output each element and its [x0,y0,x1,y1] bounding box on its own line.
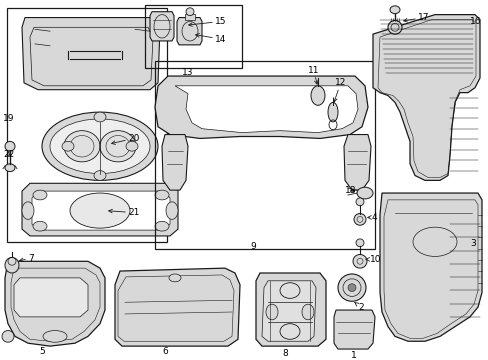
Text: 9: 9 [249,242,255,251]
Ellipse shape [94,171,106,180]
Ellipse shape [165,202,178,219]
Polygon shape [14,278,88,317]
Ellipse shape [43,330,67,342]
Polygon shape [379,193,481,341]
Polygon shape [162,135,187,190]
Ellipse shape [155,221,169,231]
Text: 2: 2 [354,302,363,312]
Polygon shape [262,281,315,341]
Ellipse shape [94,112,106,122]
Polygon shape [177,18,202,45]
Text: 10: 10 [365,255,381,264]
Polygon shape [5,261,105,346]
Text: 4: 4 [367,213,377,222]
Ellipse shape [64,131,100,162]
Ellipse shape [126,141,138,151]
Text: 17: 17 [403,13,428,22]
Text: 14: 14 [195,33,226,44]
Ellipse shape [352,255,366,268]
Polygon shape [256,273,325,346]
Ellipse shape [70,193,130,228]
Ellipse shape [33,190,47,200]
Text: 20: 20 [111,134,139,144]
Text: 15: 15 [188,17,226,26]
Text: 11: 11 [307,66,319,84]
Text: 19: 19 [3,114,15,123]
Polygon shape [22,183,178,236]
Text: 22: 22 [3,149,14,158]
Ellipse shape [62,141,74,151]
Ellipse shape [337,274,365,301]
Text: 1: 1 [350,351,356,360]
Ellipse shape [42,112,158,180]
Ellipse shape [100,131,136,162]
Ellipse shape [353,213,365,225]
Polygon shape [32,191,170,230]
Text: 13: 13 [182,68,193,77]
Text: 6: 6 [162,347,167,356]
Ellipse shape [5,257,19,273]
Text: 3: 3 [469,239,475,248]
Polygon shape [22,18,160,90]
Ellipse shape [33,221,47,231]
Polygon shape [372,15,479,180]
Ellipse shape [2,330,14,342]
Ellipse shape [22,202,34,219]
Bar [155,62,374,249]
Ellipse shape [356,187,372,199]
Polygon shape [343,135,370,190]
Bar [145,5,242,68]
Ellipse shape [389,6,399,14]
Bar [184,14,195,19]
Ellipse shape [302,304,313,320]
Ellipse shape [155,190,169,200]
Polygon shape [155,76,367,139]
Ellipse shape [387,21,401,34]
Ellipse shape [355,239,363,247]
Text: 16: 16 [469,17,481,26]
Bar [7,8,167,242]
Text: 12: 12 [333,78,346,102]
Text: 5: 5 [39,347,45,356]
Ellipse shape [265,304,278,320]
Text: 7: 7 [20,254,34,263]
Ellipse shape [310,86,325,105]
Polygon shape [175,86,357,132]
Ellipse shape [355,198,363,206]
Polygon shape [150,12,174,41]
Ellipse shape [185,8,194,15]
Ellipse shape [347,284,355,292]
Polygon shape [333,310,374,349]
Text: 8: 8 [282,349,287,358]
Ellipse shape [169,274,181,282]
Polygon shape [115,268,240,346]
Ellipse shape [5,164,15,172]
Ellipse shape [5,141,15,151]
Text: 21: 21 [108,208,139,217]
Ellipse shape [327,102,337,122]
Ellipse shape [50,119,150,174]
Text: 18: 18 [345,186,356,195]
